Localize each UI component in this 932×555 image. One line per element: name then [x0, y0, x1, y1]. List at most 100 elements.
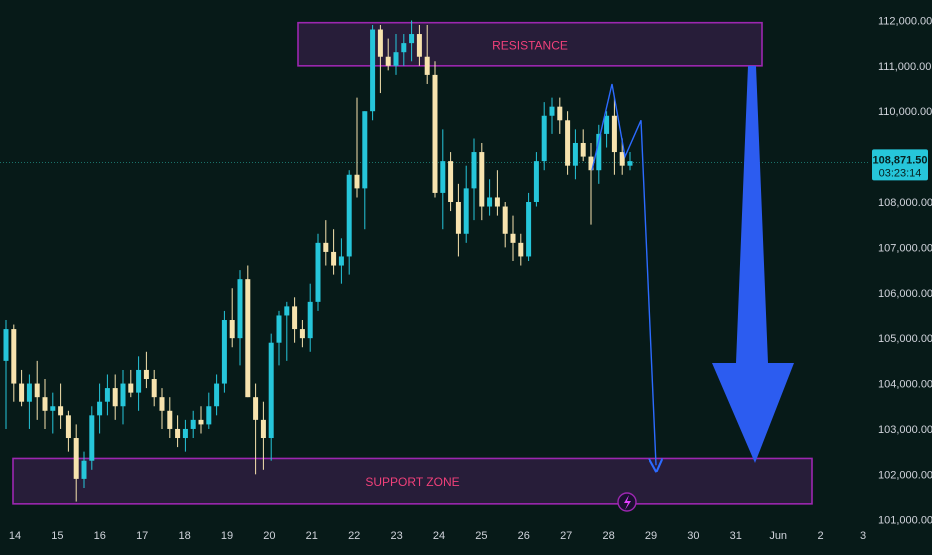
x-tick-label: 3	[860, 530, 866, 542]
candle-body	[26, 383, 32, 402]
candle-body	[128, 383, 134, 393]
candle-body	[104, 388, 110, 402]
x-tick-label: 25	[475, 530, 487, 542]
candle-body	[229, 320, 235, 339]
x-tick-label: 28	[602, 530, 614, 542]
candle-body	[50, 406, 56, 411]
candle-body	[65, 415, 71, 439]
candle-body	[34, 383, 40, 398]
x-tick-label: 19	[221, 530, 233, 542]
x-tick-label: 2	[818, 530, 824, 542]
candle-body	[331, 251, 337, 266]
x-tick-label: 20	[263, 530, 275, 542]
support-zone	[12, 457, 813, 505]
x-tick-label: 24	[433, 530, 445, 542]
y-tick-label: 101,000.00	[878, 515, 932, 527]
support-zone-label: SUPPORT ZONE	[365, 475, 459, 489]
resistance-zone	[297, 21, 763, 67]
candle-body	[81, 460, 87, 479]
candle-body	[299, 329, 305, 339]
candle-body	[596, 133, 602, 171]
candle-body	[440, 161, 446, 193]
candle-body	[245, 279, 251, 398]
candle-body	[533, 161, 539, 202]
candle-body	[455, 201, 461, 234]
x-tick-label: 29	[645, 530, 657, 542]
candle-body	[206, 406, 212, 425]
candle-body	[151, 379, 157, 398]
x-tick-label: 16	[94, 530, 106, 542]
candle-body	[416, 34, 422, 57]
countdown-label: 03:23:14	[879, 167, 922, 179]
candle-body	[237, 279, 243, 339]
candle-body	[58, 406, 64, 416]
x-tick-label: 14	[9, 530, 21, 542]
candle-body	[276, 315, 282, 343]
x-tick-label: 31	[730, 530, 742, 542]
candle-body	[424, 56, 430, 75]
x-tick-label: 30	[687, 530, 699, 542]
candle-body	[307, 301, 313, 339]
candle-body	[143, 369, 149, 380]
candle-body	[346, 174, 352, 257]
candle-body	[479, 152, 485, 207]
candle-body	[253, 397, 259, 420]
candle-body	[572, 142, 578, 166]
candle-body	[260, 419, 266, 439]
projection-path	[591, 83, 656, 465]
candle-body	[580, 142, 586, 157]
candle-body	[409, 34, 415, 44]
candle-body	[448, 161, 454, 202]
candle-body	[619, 152, 625, 166]
candle-body	[354, 174, 360, 189]
x-tick-label: 23	[390, 530, 402, 542]
candle-body	[463, 188, 469, 234]
y-tick-label: 110,000.00	[878, 106, 932, 118]
candle-body	[518, 242, 524, 257]
candle-body	[588, 156, 594, 171]
candle-body	[377, 29, 383, 57]
x-tick-label: 18	[178, 530, 190, 542]
candle-body	[362, 111, 368, 189]
down-arrow-icon	[712, 65, 794, 463]
y-tick-label: 112,000.00	[878, 15, 932, 27]
candle-body	[175, 428, 181, 439]
candle-body	[370, 29, 376, 112]
candle-body	[541, 115, 547, 162]
candle-body	[97, 401, 103, 416]
candle-body	[221, 320, 227, 384]
y-tick-label: 102,000.00	[878, 469, 932, 481]
y-tick-label: 107,000.00	[878, 242, 932, 254]
candle-body	[471, 152, 477, 189]
candle-body	[338, 256, 344, 266]
price-badge	[872, 149, 928, 181]
candle-body	[401, 43, 407, 53]
candle-body	[136, 369, 142, 393]
candle-body	[182, 428, 188, 439]
candle-body	[89, 415, 95, 461]
candle-body	[292, 306, 298, 330]
x-tick-label: Jun	[769, 530, 787, 542]
candle-body	[198, 419, 204, 425]
candle-body	[112, 388, 118, 407]
candle-body	[190, 419, 196, 429]
y-tick-label: 105,000.00	[878, 333, 932, 345]
candle-body	[557, 106, 563, 121]
candle-body	[268, 342, 274, 439]
y-tick-label: 108,000.00	[878, 197, 932, 209]
current-price-label: 108,871.50	[872, 154, 927, 166]
y-tick-label: 103,000.00	[878, 424, 932, 436]
candle-body	[611, 115, 617, 153]
resistance-zone-label: RESISTANCE	[492, 38, 568, 52]
x-tick-label: 22	[348, 530, 360, 542]
candle-body	[385, 56, 391, 66]
candle-body	[526, 201, 532, 257]
candle-body	[502, 206, 508, 234]
candle-body	[393, 52, 399, 66]
candle-body	[19, 383, 25, 402]
candle-body	[284, 306, 290, 316]
candle-body	[487, 197, 493, 207]
lightning-icon	[624, 495, 631, 510]
